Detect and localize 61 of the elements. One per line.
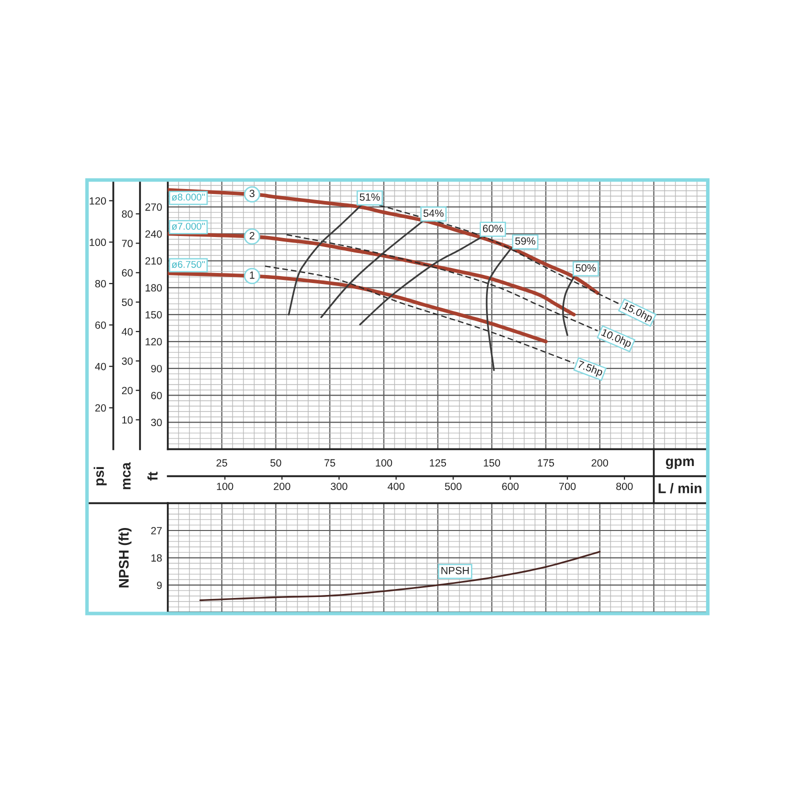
- y2-axis-title: mca: [123, 462, 131, 490]
- y2-tick-label: 40: [122, 328, 133, 336]
- x2-tick-label: 700: [559, 482, 576, 490]
- x2-tick-label: 500: [444, 482, 462, 490]
- y3-tick-label: 80: [95, 280, 106, 288]
- annotation: 50%: [576, 264, 596, 272]
- annotation: ø6.750": [172, 260, 205, 268]
- y3-tick-label: 40: [95, 362, 106, 370]
- y-tick-label: 90: [151, 364, 162, 372]
- annotation: ø7.000": [172, 222, 205, 230]
- series-label: 2: [250, 232, 254, 240]
- x-tick-label: 50: [270, 459, 282, 467]
- series-label: 1: [250, 272, 254, 279]
- x2-axis-title: L / min: [658, 483, 702, 494]
- y2-tick-label: 50: [122, 298, 133, 306]
- annotation: ø8.000": [172, 194, 205, 201]
- y-tick-label: 60: [151, 392, 162, 400]
- x-axis-title: gpm: [666, 458, 694, 469]
- text: 7.5hp: [576, 360, 604, 378]
- x-tick-label: 150: [484, 459, 500, 467]
- y3-axis-title: psi: [94, 467, 107, 486]
- y3-tick-label: 120: [90, 197, 106, 205]
- y2-tick-label: 10: [122, 416, 133, 424]
- x2-tick-label: 200: [274, 482, 290, 490]
- y-tick-label: 18: [151, 554, 162, 562]
- x2-tick-label: 100: [216, 482, 234, 490]
- y3-tick-label: 100: [90, 238, 106, 246]
- annotation: 60%: [482, 224, 503, 232]
- annotation: 54%: [423, 210, 444, 217]
- y-axis-title: ft: [147, 472, 158, 481]
- y-tick-label: 180: [146, 284, 162, 292]
- x-tick-label: 75: [324, 459, 336, 467]
- annotation: 51%: [360, 193, 380, 201]
- y-tick-label: 9: [156, 582, 162, 589]
- annotation: 59%: [515, 237, 536, 245]
- x2-tick-label: 800: [616, 482, 633, 490]
- x2-tick-label: 300: [330, 482, 348, 490]
- x-tick-label: 175: [538, 459, 554, 467]
- y2-tick-label: 80: [122, 210, 133, 218]
- y2-tick-label: 20: [122, 386, 133, 394]
- y2-tick-label: 30: [122, 357, 133, 365]
- x-tick-label: 200: [592, 459, 608, 467]
- y3-tick-label: 20: [95, 404, 106, 412]
- y2-tick-label: 60: [122, 269, 133, 277]
- annotation: NPSH: [441, 566, 469, 574]
- x-tick-label: 25: [216, 459, 228, 467]
- y3-tick-label: 60: [95, 321, 106, 329]
- y-tick-label: 120: [146, 338, 162, 346]
- x-tick-label: 125: [430, 459, 446, 467]
- y-tick-label: 27: [151, 527, 162, 534]
- y-tick-label: 240: [145, 230, 162, 238]
- x2-tick-label: 600: [502, 482, 519, 490]
- y-tick-label: 150: [146, 311, 162, 318]
- series-label: 3: [250, 190, 254, 198]
- y-axis-title: NPSH (ft): [118, 528, 132, 588]
- y-tick-label: 210: [145, 257, 162, 265]
- x2-tick-label: 400: [388, 482, 404, 490]
- x-tick-label: 100: [376, 459, 392, 467]
- y2-tick-label: 70: [122, 240, 133, 248]
- y-tick-label: 30: [151, 418, 162, 426]
- y-tick-label: 270: [145, 203, 162, 211]
